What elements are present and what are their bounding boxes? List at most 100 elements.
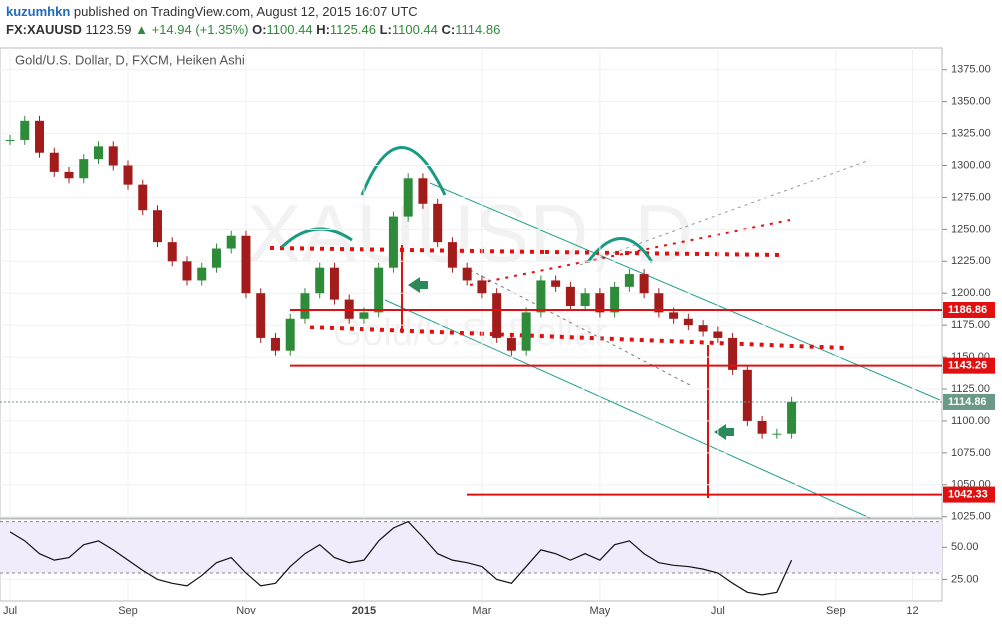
publish-line: kuzumhkn published on TradingView.com, A…: [6, 4, 418, 19]
candle: [742, 369, 752, 421]
y-tick-label: 1275.00: [951, 191, 991, 203]
x-tick-label: Mar: [472, 605, 491, 617]
candle: [285, 318, 295, 351]
candle: [182, 261, 192, 281]
candle: [226, 235, 236, 249]
ohlc-label: C:: [441, 22, 456, 37]
arrow: [408, 277, 428, 293]
candle: [300, 293, 310, 319]
x-tick-label: Jul: [711, 605, 725, 617]
y-tick-label: 1125.00: [951, 383, 990, 395]
candle: [20, 120, 30, 140]
price-label: 1186.86: [948, 304, 987, 316]
ohlc-item: L:1100.44: [380, 22, 442, 37]
y-tick-label: 25.00: [951, 573, 979, 585]
candle: [757, 420, 767, 434]
x-tick-label: 2015: [352, 605, 376, 617]
ohlc-value: 1100.44: [391, 22, 438, 37]
chart-title: Gold/U.S. Dollar, D, FXCM, Heiken Ashi: [15, 52, 245, 67]
ohlc-label: O:: [252, 22, 267, 37]
trend-line: [469, 219, 791, 286]
candle: [329, 267, 339, 300]
x-tick-label: Sep: [826, 605, 846, 617]
y-tick-label: 1200.00: [951, 287, 991, 299]
candle: [506, 337, 516, 351]
price-label-box: [943, 301, 995, 318]
ohlc-item: O:1100.44: [252, 22, 316, 37]
price-label-box: [943, 486, 995, 503]
candle: [167, 242, 177, 262]
rsi-line: [9, 520, 793, 596]
x-tick-label: Nov: [236, 605, 256, 617]
candle: [5, 139, 15, 141]
candle: [388, 216, 398, 268]
y-tick-label: 1175.00: [951, 319, 990, 331]
author[interactable]: kuzumhkn: [6, 4, 71, 19]
candle: [654, 293, 664, 313]
candle: [374, 267, 384, 313]
y-tick-label: 1350.00: [951, 96, 991, 108]
candle: [713, 331, 723, 338]
price-label: 1114.86: [948, 396, 987, 408]
candle: [79, 159, 89, 179]
candle: [492, 293, 502, 338]
candle: [123, 165, 133, 185]
candle: [64, 171, 74, 179]
ohlc-label: L:: [379, 22, 392, 37]
candle: [35, 120, 45, 153]
candle: [521, 312, 531, 351]
candle: [241, 235, 251, 294]
y-tick-label: 1100.00: [951, 415, 990, 427]
candle: [565, 286, 575, 306]
candle: [462, 267, 472, 281]
ohlc-label: H:: [316, 22, 330, 37]
candle: [138, 184, 148, 211]
change: ▲ +14.94 (+1.35%): [135, 22, 249, 37]
candle: [772, 433, 782, 435]
candle: [49, 152, 59, 172]
candle: [698, 325, 708, 332]
y-tick-label: 1225.00: [951, 255, 991, 267]
header: kuzumhkn published on TradingView.com, A…: [0, 0, 1002, 44]
candle: [315, 267, 325, 294]
change-text: +14.94 (+1.35%): [151, 22, 249, 37]
candle: [536, 280, 546, 313]
candle: [152, 210, 162, 243]
candle: [197, 267, 207, 281]
quote-line: FX:XAUUSD 1123.59 ▲ +14.94 (+1.35%) O:11…: [6, 22, 500, 37]
candle: [610, 286, 620, 313]
candle: [108, 146, 118, 166]
x-tick-label: 12: [906, 605, 918, 617]
candle: [639, 274, 649, 294]
candle: [418, 178, 428, 204]
arrow: [714, 424, 734, 440]
x-tick-label: Jul: [3, 605, 17, 617]
price-panel: [0, 47, 943, 519]
ohlc-value: 1100.44: [266, 22, 313, 37]
y-tick-label: 1300.00: [951, 159, 991, 171]
price-label: 1143.26: [948, 360, 987, 372]
candle: [551, 280, 561, 287]
candle: [580, 293, 590, 306]
ohlc-value: 1125.46: [329, 22, 376, 37]
candle: [787, 401, 797, 434]
candle: [211, 248, 221, 268]
candle: [94, 146, 104, 160]
candle: [270, 337, 280, 351]
y-tick-label: 1250.00: [951, 223, 991, 235]
candle: [683, 318, 693, 326]
price-label-box: [943, 393, 995, 410]
watermark-text: XAUUSD, D: [247, 189, 694, 280]
y-tick-label: 1375.00: [951, 64, 991, 76]
ohlc-item: C:1114.86: [442, 22, 501, 37]
y-tick-label: 1025.00: [951, 511, 991, 523]
ohlc: O:1100.44 H:1125.46 L:1100.44 C:1114.86: [252, 22, 500, 37]
price-label: 1042.33: [948, 488, 988, 500]
candle: [477, 280, 487, 294]
y-tick-label: 1325.00: [951, 127, 991, 139]
channel-line: [429, 182, 941, 401]
candle: [669, 312, 679, 319]
candle: [359, 312, 369, 319]
